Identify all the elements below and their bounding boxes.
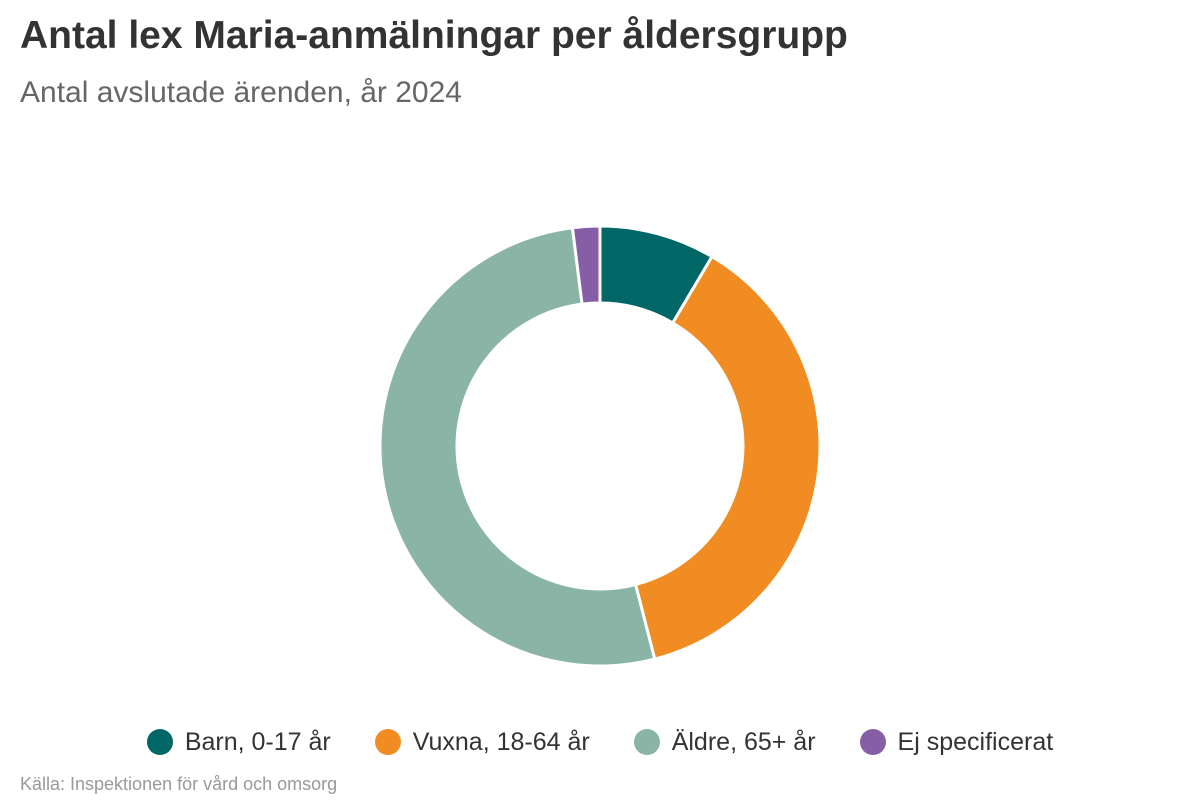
donut-slice-3: [378, 226, 657, 668]
legend-label: Barn, 0-17 år: [184, 727, 331, 756]
legend-label: Äldre, 65+ år: [671, 727, 816, 756]
donut-slice-2: [634, 255, 822, 661]
legend-swatch: [633, 729, 660, 755]
legend-swatch: [146, 729, 173, 755]
legend-item-4: Ej specificerat: [859, 727, 1054, 757]
chart-source: Källa: Inspektionen för vård och omsorg: [20, 774, 338, 794]
legend-label: Ej specificerat: [897, 727, 1054, 756]
legend-item-2: Vuxna, 18-64 år: [374, 727, 590, 757]
legend-item-1: Barn, 0-17 år: [146, 727, 331, 757]
donut-slice-4: [570, 224, 602, 306]
chart-title: Antal lex Maria-anmälningar per åldersgr…: [20, 14, 848, 57]
chart-legend: Barn, 0-17 år Vuxna, 18-64 år Äldre, 65+ å…: [0, 722, 1200, 762]
legend-swatch: [374, 729, 401, 755]
legend-item-3: Äldre, 65+ år: [633, 727, 816, 757]
legend-swatch: [859, 729, 886, 755]
legend-label: Vuxna, 18-64 år: [412, 727, 590, 756]
chart-subtitle: Antal avslutade ärenden, år 2024: [20, 76, 462, 109]
